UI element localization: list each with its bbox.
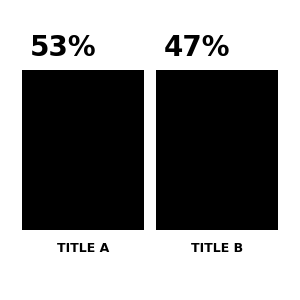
Text: 53%: 53% (30, 34, 97, 62)
Bar (22, 70, 144, 230)
Text: 47%: 47% (164, 34, 230, 62)
Bar (156, 70, 278, 230)
Text: TITLE B: TITLE B (191, 242, 243, 254)
Text: TITLE A: TITLE A (57, 242, 109, 254)
